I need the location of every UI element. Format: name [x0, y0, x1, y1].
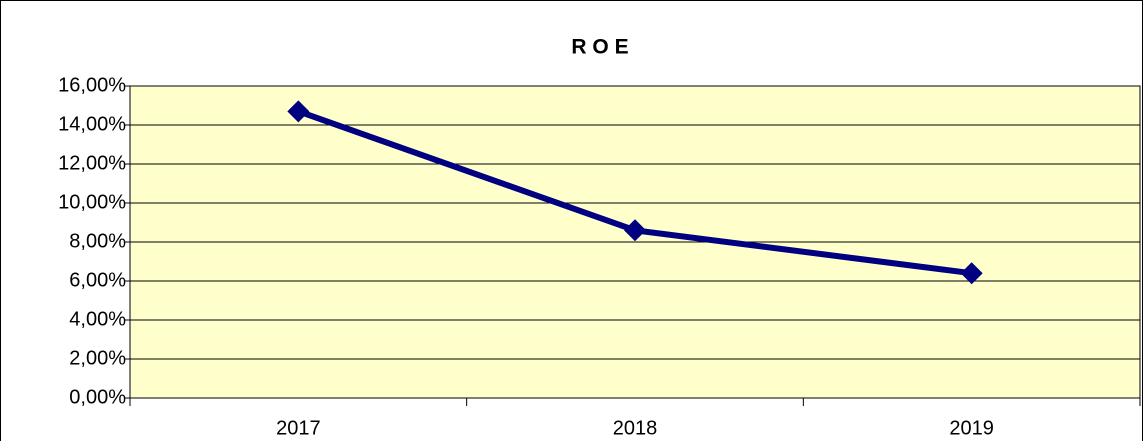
y-tick-label: 14,00%	[58, 113, 126, 135]
y-tick-label: 2,00%	[69, 347, 126, 369]
y-tick-label: 4,00%	[69, 308, 126, 330]
chart-title: R O E	[571, 36, 628, 59]
data-point	[287, 100, 310, 123]
y-tick-label: 0,00%	[69, 386, 126, 408]
y-tick-label: 8,00%	[69, 230, 126, 252]
y-tick-label: 12,00%	[58, 152, 126, 174]
data-point	[624, 219, 646, 242]
y-tick-label: 16,00%	[58, 74, 126, 96]
x-tick-label: 2018	[613, 417, 658, 439]
x-tick-label: 2019	[949, 417, 994, 439]
y-tick-label: 6,00%	[69, 269, 126, 291]
x-tick-label: 2017	[276, 417, 321, 439]
y-tick-label: 10,00%	[58, 191, 126, 213]
data-point	[960, 262, 983, 285]
